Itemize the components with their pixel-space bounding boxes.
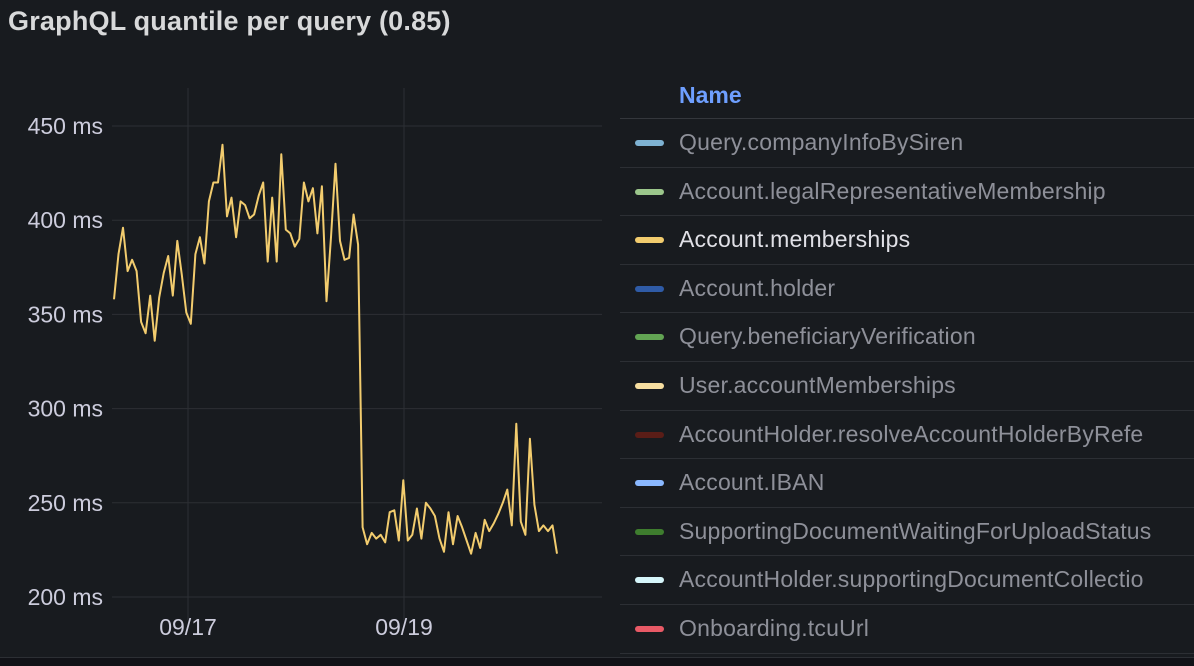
panel-title: GraphQL quantile per query (0.85) (8, 6, 451, 36)
legend-swatch-icon (635, 480, 664, 487)
legend-item-label: Account.IBAN (679, 469, 825, 496)
legend-swatch-icon (635, 431, 664, 438)
legend-item[interactable]: Query.companyInfoBySiren (620, 119, 1194, 168)
legend-item[interactable]: Account.IBAN (620, 459, 1194, 508)
legend-swatch-icon (635, 382, 664, 389)
legend-swatch-icon (635, 140, 664, 146)
legend-item-label: Query.companyInfoBySiren (679, 129, 964, 155)
panel-bottom-border (0, 657, 1194, 666)
legend-item[interactable]: Account.holder (620, 265, 1194, 314)
x-tick-label: 09/17 (159, 614, 217, 640)
legend-item-label: AccountHolder.resolveAccountHolderByRefe (679, 420, 1144, 447)
x-tick-label: 09/19 (375, 614, 433, 640)
legend-item-label: AccountHolder.supportingDocumentCollecti… (679, 566, 1144, 593)
time-series-chart: 450 ms 400 ms 350 ms 300 ms 250 ms 200 ms 09/… (28, 88, 602, 640)
y-tick-label: 350 ms (28, 301, 103, 327)
chart-grid (112, 88, 602, 620)
legend-item[interactable]: SupportingDocumentWaitingForUploadStatus (620, 508, 1194, 557)
legend-item[interactable]: User.accountMemberships (620, 362, 1194, 411)
legend-swatch-icon (635, 285, 664, 292)
chart-series (113, 143, 558, 555)
legend-swatch-icon (635, 334, 664, 341)
legend-item-label: SupportingDocumentWaitingForUploadStatus (679, 517, 1152, 544)
legend-item-label: Account.holder (679, 274, 836, 301)
legend-item-label: Onboarding.tcuUrl (679, 614, 870, 641)
legend-item[interactable]: Query.beneficiaryVerification (620, 313, 1194, 362)
y-tick-label: 250 ms (28, 490, 103, 516)
legend-swatch-icon (635, 188, 664, 195)
legend-table: Name Query.companyInfoBySiren Account.leg… (620, 72, 1194, 654)
legend-item[interactable]: Account.memberships (620, 216, 1194, 265)
legend-item[interactable]: Onboarding.tcuUrl (620, 605, 1194, 654)
y-tick-label: 400 ms (28, 207, 103, 233)
y-tick-label: 450 ms (28, 113, 103, 139)
legend-item-label: Account.memberships (679, 226, 911, 253)
legend-item-label: User.accountMemberships (679, 371, 956, 398)
legend-header-name[interactable]: Name (620, 72, 1194, 119)
y-axis: 450 ms 400 ms 350 ms 300 ms 250 ms 200 ms (28, 113, 103, 610)
legend-swatch-icon (635, 625, 664, 632)
legend-item-label: Account.legalRepresentativeMembership (679, 177, 1106, 204)
series-line-account-memberships (113, 143, 558, 555)
legend-item[interactable]: AccountHolder.supportingDocumentCollecti… (620, 556, 1194, 605)
legend-swatch-icon (635, 577, 664, 584)
x-axis: 09/17 09/19 (159, 614, 433, 640)
legend-item[interactable]: AccountHolder.resolveAccountHolderByRefe (620, 411, 1194, 460)
y-tick-label: 300 ms (28, 396, 103, 422)
legend-swatch-icon (635, 237, 664, 244)
y-tick-label: 200 ms (28, 584, 103, 610)
legend-item-label: Query.beneficiaryVerification (679, 323, 976, 350)
legend-swatch-icon (635, 528, 664, 535)
legend-item[interactable]: Account.legalRepresentativeMembership (620, 168, 1194, 217)
